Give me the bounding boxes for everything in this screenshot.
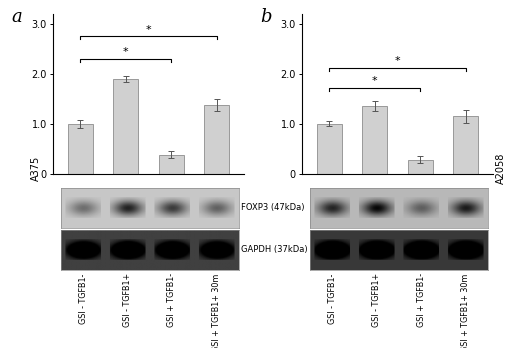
Bar — [317, 124, 342, 174]
Text: *: * — [395, 56, 400, 66]
Text: GSI + TGFB1-: GSI + TGFB1- — [167, 273, 176, 327]
Bar — [408, 160, 432, 174]
Text: A2058: A2058 — [496, 153, 506, 184]
Text: GSI - TGFB1+: GSI - TGFB1+ — [372, 273, 381, 327]
Bar — [204, 105, 229, 174]
Text: FOXP3 (47kDa): FOXP3 (47kDa) — [241, 204, 305, 212]
Text: GSI - TGFB1+: GSI - TGFB1+ — [123, 273, 132, 327]
Text: GSI + TGFB1+ 30m: GSI + TGFB1+ 30m — [461, 273, 470, 348]
Text: GSI + TGFB1+ 30m: GSI + TGFB1+ 30m — [212, 273, 221, 348]
Text: A375: A375 — [31, 156, 41, 181]
Text: GSI - TGFB1-: GSI - TGFB1- — [328, 273, 337, 324]
Text: a: a — [11, 8, 22, 25]
Bar — [453, 117, 478, 174]
Bar — [158, 155, 183, 174]
Bar — [68, 124, 93, 174]
Text: GSI - TGFB1-: GSI - TGFB1- — [78, 273, 87, 324]
Text: *: * — [123, 47, 128, 57]
Text: *: * — [146, 25, 151, 35]
Text: GAPDH (37kDa): GAPDH (37kDa) — [241, 245, 308, 254]
Text: *: * — [372, 77, 377, 86]
Bar — [363, 106, 387, 174]
Text: b: b — [260, 8, 271, 25]
Text: GSI + TGFB1-: GSI + TGFB1- — [417, 273, 426, 327]
Bar — [113, 79, 138, 174]
